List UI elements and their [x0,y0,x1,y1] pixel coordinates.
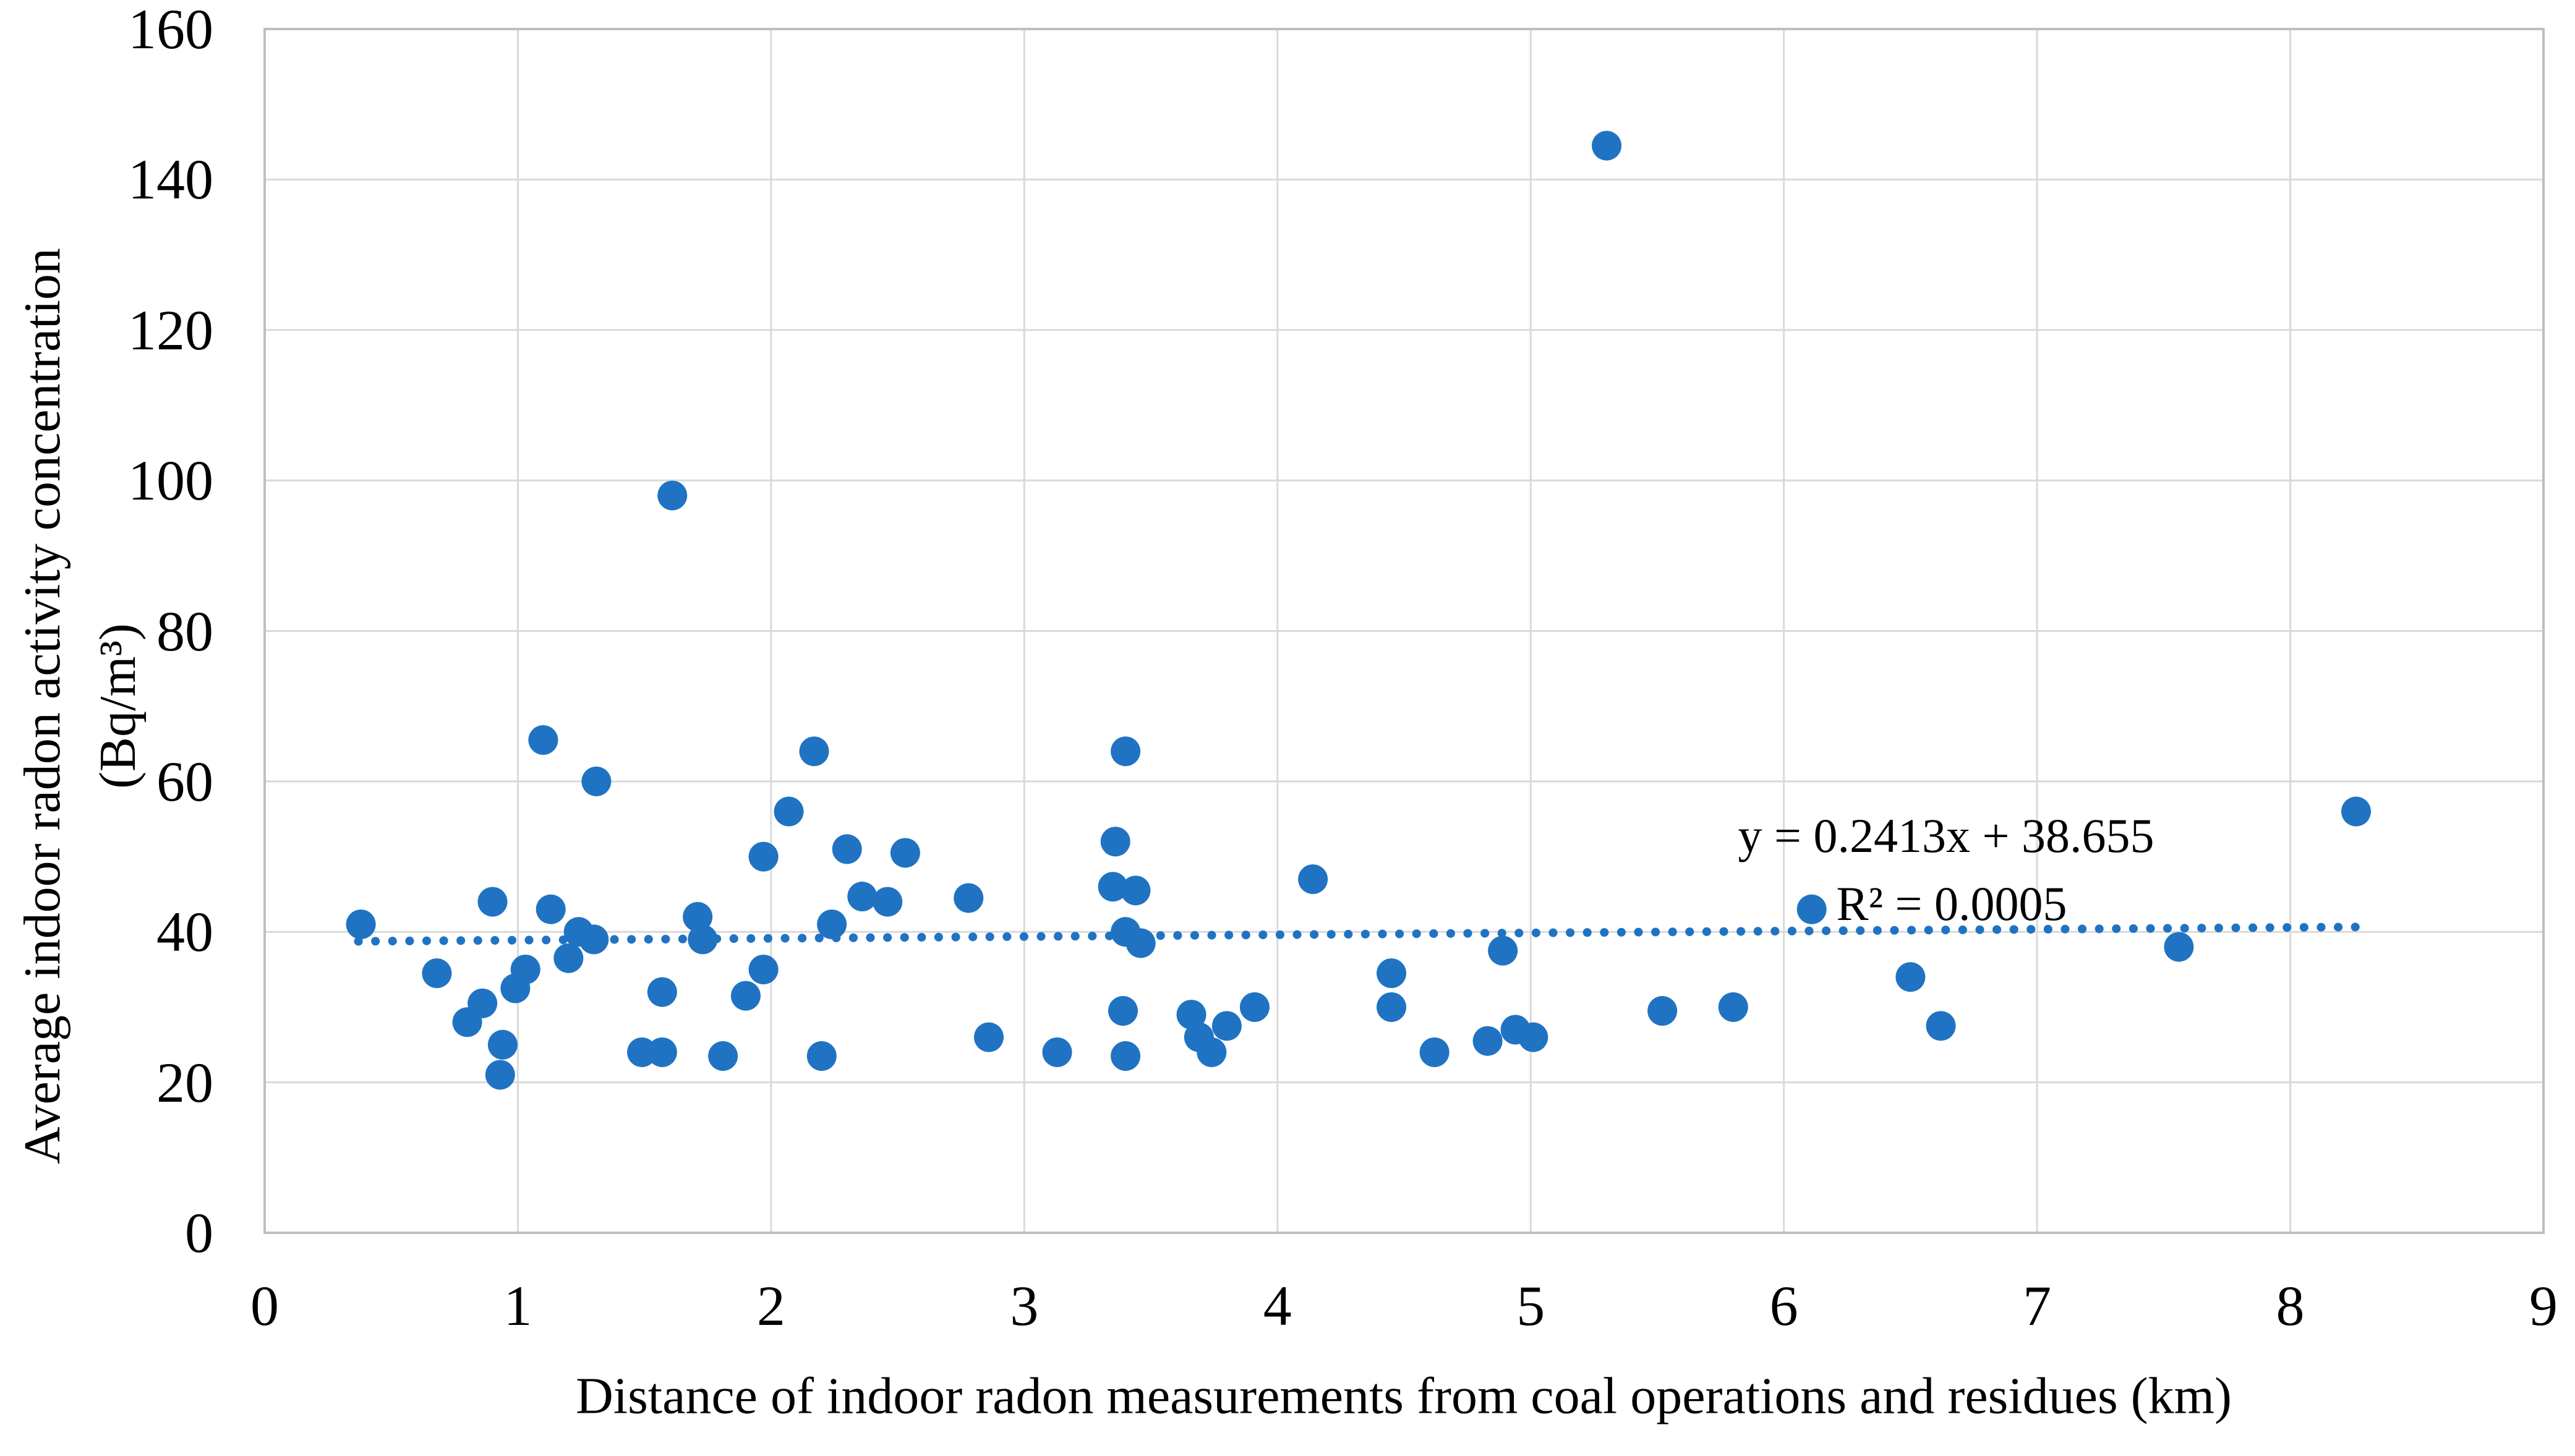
data-point [730,981,761,1011]
data-point [974,1022,1004,1052]
data-point [1796,894,1827,924]
x-tick-label: 2 [756,1274,785,1337]
data-point [510,955,540,985]
data-point [1098,872,1128,902]
y-tick-label: 60 [156,749,213,813]
y-tick-label: 80 [156,599,213,663]
data-point [890,838,920,868]
data-point [647,977,677,1007]
data-point [528,725,558,755]
data-point [1718,992,1748,1022]
data-point [1108,996,1138,1026]
x-tick-label: 7 [2023,1274,2052,1337]
x-tick-label: 8 [2276,1274,2305,1337]
data-point [581,766,612,796]
data-point [1488,935,1518,966]
data-point [1239,992,1270,1022]
data-point [477,887,508,917]
y-tick-label: 160 [128,0,213,61]
data-point [1111,736,1141,767]
data-point [1298,864,1328,895]
y-tick-label: 0 [185,1201,213,1264]
data-point [1472,1026,1503,1056]
data-point [2164,932,2194,962]
y-tick-label: 40 [156,900,213,964]
x-tick-label: 9 [2529,1274,2558,1337]
data-point [873,887,903,917]
data-point [1895,962,1926,992]
x-axis-title: Distance of indoor radon measurements fr… [576,1367,2232,1425]
data-point [1111,1041,1141,1071]
y-axis-title-line1: Average indoor radon activity concentrat… [14,248,71,1164]
data-point [774,796,804,827]
data-point [708,1041,738,1071]
data-point [832,834,862,864]
data-point [1377,992,1407,1022]
data-point [468,988,498,1018]
data-point [1419,1037,1450,1067]
y-axis-title-line2: (Bq/m³) [89,623,147,789]
data-point [799,736,829,767]
data-point [536,894,566,924]
data-point [487,1029,518,1060]
data-point [1197,1037,1227,1067]
y-tick-label: 20 [156,1050,213,1114]
x-tick-label: 5 [1516,1274,1545,1337]
data-point [346,909,376,940]
x-tick-label: 1 [503,1274,532,1337]
data-point [1100,827,1130,857]
data-point [485,1060,515,1090]
data-point [1926,1011,1956,1041]
data-point [1518,1022,1548,1052]
x-tick-label: 3 [1010,1274,1039,1337]
scatter-points [346,130,2372,1090]
data-point [1592,130,1622,161]
y-tick-label: 140 [128,148,213,211]
data-point [422,958,452,989]
data-point [748,841,779,872]
data-point [806,1041,837,1071]
data-point [748,955,779,985]
plot-border [263,28,2545,1234]
data-point [1377,958,1407,989]
data-point [817,909,847,940]
data-point [1121,875,1151,906]
y-tick-label: 100 [128,449,213,513]
data-point [683,901,713,932]
data-point [2341,796,2372,827]
data-point [657,480,688,511]
data-point [1176,1000,1206,1030]
x-tick-label: 0 [250,1274,279,1337]
x-tick-label: 4 [1263,1274,1292,1337]
x-tick-label: 6 [1769,1274,1798,1337]
data-point [1211,1011,1242,1041]
trendline-r2-label: R² = 0.0005 [1836,877,2067,930]
data-point [1647,996,1678,1026]
y-axis-title: Average indoor radon activity concentrat… [5,57,156,1355]
y-tick-label: 120 [128,298,213,362]
data-point [553,943,584,973]
data-point [1125,928,1156,958]
gridlines [263,28,2545,1234]
data-point [1042,1037,1072,1067]
data-point [954,883,984,913]
data-point [647,1037,677,1067]
data-point [847,882,878,912]
trendline-equation-label: y = 0.2413x + 38.655 [1738,809,2154,862]
